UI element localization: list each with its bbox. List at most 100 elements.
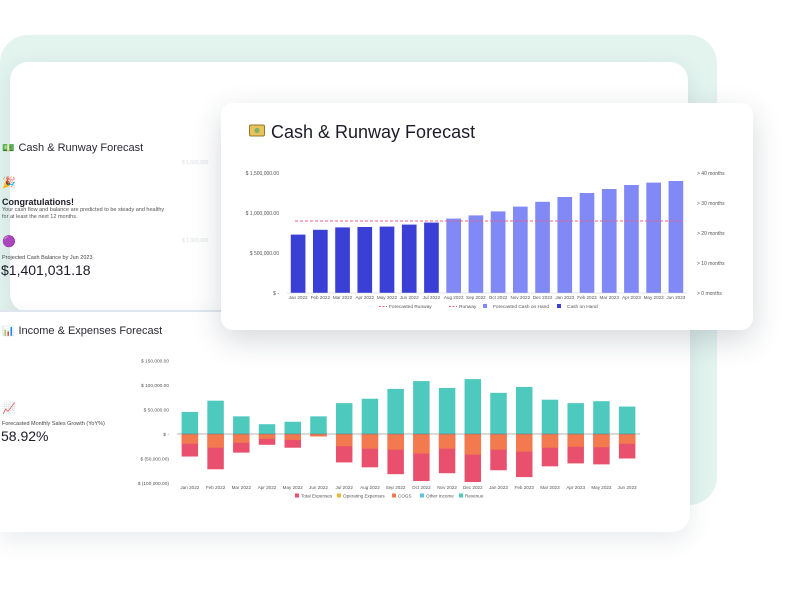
bar [624, 185, 639, 293]
y-tick-label: $ 150,000.00 [141, 359, 169, 365]
legend-swatch [295, 493, 299, 498]
party-icon: 🎉 [2, 177, 16, 189]
bar [357, 227, 373, 293]
x-tick-label: Dec 2022 [463, 485, 483, 490]
bar [490, 211, 506, 293]
x-tick-label: Aug 2022 [360, 485, 380, 490]
bar [446, 218, 461, 293]
cash-panel-title: 💵 Cash & Runway Forecast [2, 142, 143, 154]
legend-label: Revenue [465, 494, 484, 499]
x-tick-label: Mar 2022 [333, 295, 353, 300]
income-panel-title: 📊 Income & Expenses Forecast [2, 325, 162, 337]
x-tick-label: Jun 2023 [666, 295, 685, 300]
legend-swatch [420, 493, 424, 498]
x-tick-label: Jul 2022 [336, 485, 354, 490]
cash-runway-chart: $ - $ 500,000.00 $ 1,000,000.00 $ 1,500,000… [246, 171, 726, 310]
legend-swatch [392, 493, 396, 498]
legend-label: COGS [398, 494, 412, 499]
bar [646, 182, 661, 293]
x-tick-label: Sep 2022 [386, 485, 406, 490]
cogs-bar [207, 434, 224, 448]
x-tick-label: Apr 2023 [566, 485, 585, 490]
cogs-bar [258, 434, 276, 439]
cogs-bar [516, 434, 533, 452]
ghost-tick: $ 1,500,000 [182, 160, 209, 166]
x-tick-label: Apr 2022 [355, 295, 374, 300]
x-tick-label: Apr 2022 [258, 485, 277, 490]
congrats-text: Your cash flow and balance are predicted… [2, 207, 165, 220]
bar-chart-icon: 📊 [2, 326, 15, 337]
y2-tick-label: > 40 months [697, 171, 725, 177]
x-tick-label: May 2022 [283, 485, 304, 490]
revenue-bar [541, 399, 559, 434]
x-tick-label: Nov 2022 [437, 485, 457, 490]
bar [401, 224, 417, 293]
revenue-bar [335, 403, 353, 434]
revenue-bar [516, 386, 533, 434]
y-tick-label: $ 500,000.00 [250, 251, 279, 257]
x-tick-label: Nov 2022 [510, 295, 530, 300]
y-tick-label: $ (50,000.00) [140, 457, 169, 463]
cogs-bar [387, 434, 404, 450]
x-tick-label: Dec 2022 [533, 295, 553, 300]
bar [668, 181, 684, 293]
y2-tick-label: > 0 months [697, 291, 722, 297]
y-tick-label: $ 1,500,000.00 [246, 171, 280, 177]
bar [313, 229, 328, 293]
bar [424, 222, 439, 293]
legend-label: Operating Expenses [343, 494, 385, 499]
bar [335, 227, 350, 293]
revenue-bar [361, 398, 379, 434]
y2-tick-label: > 20 months [697, 231, 725, 237]
cogs-bar [438, 434, 456, 449]
y-tick-label: $ 100,000.00 [141, 383, 169, 389]
x-tick-label: Jun 2023 [618, 485, 637, 490]
x-tick-label: Jul 2022 [423, 295, 441, 300]
revenue-bar [387, 388, 404, 434]
x-tick-label: May 2022 [377, 295, 398, 300]
cogs-bar [618, 434, 636, 444]
expense-bar [258, 434, 276, 445]
income-panel-title-text: Income & Expenses Forecast [18, 325, 163, 337]
bar [557, 197, 573, 293]
projected-balance-value: $1,401,031.18 [1, 262, 91, 278]
x-tick-label: Jan 2023 [489, 485, 508, 490]
x-tick-label: Feb 2022 [311, 295, 331, 300]
x-tick-label: Jan 2022 [289, 295, 308, 300]
cash-panel-title-text: Cash & Runway Forecast [18, 142, 144, 154]
projected-balance-label: Projected Cash Balance by Jun 2023 [2, 255, 93, 261]
legend-label: Other Income [426, 494, 454, 499]
revenue-bar [464, 379, 482, 434]
cogs-bar [181, 434, 199, 444]
legend-label: Forecasted Runway [389, 304, 432, 310]
revenue-bar [490, 392, 507, 434]
revenue-bar [284, 421, 301, 434]
cogs-bar [593, 434, 610, 448]
sales-growth-label: Forecasted Monthly Sales Growth (YoY%) [2, 421, 105, 427]
legend-swatch [483, 304, 487, 308]
y-tick-label: $ 50,000.00 [144, 408, 170, 414]
x-tick-label: Aug 2022 [444, 295, 464, 300]
revenue-bar [207, 400, 224, 434]
money-icon [249, 124, 265, 137]
x-tick-label: Oct 2022 [489, 295, 508, 300]
trend-up-icon: 📈 [2, 403, 16, 415]
cogs-bar [310, 434, 327, 437]
x-tick-label: Jan 2023 [555, 295, 574, 300]
bar [290, 234, 306, 293]
x-tick-label: Feb 2022 [206, 485, 226, 490]
y-tick-label: $ 1,000,000.00 [246, 211, 280, 217]
x-tick-label: Jun 2022 [309, 485, 328, 490]
sales-growth-value: 58.92% [1, 428, 49, 444]
legend-label: Total Expenses [301, 494, 333, 499]
legend-swatch [557, 304, 561, 308]
revenue-bar [593, 401, 610, 434]
congrats-title: Congratulations! [2, 197, 74, 207]
y-tick-label: $ (100,000.00) [138, 481, 170, 487]
cogs-bar [490, 434, 507, 450]
bar [535, 201, 550, 293]
x-tick-label: Jan 2022 [180, 485, 199, 490]
revenue-bar [310, 416, 327, 434]
cogs-bar [361, 434, 379, 449]
cogs-bar [413, 434, 430, 454]
